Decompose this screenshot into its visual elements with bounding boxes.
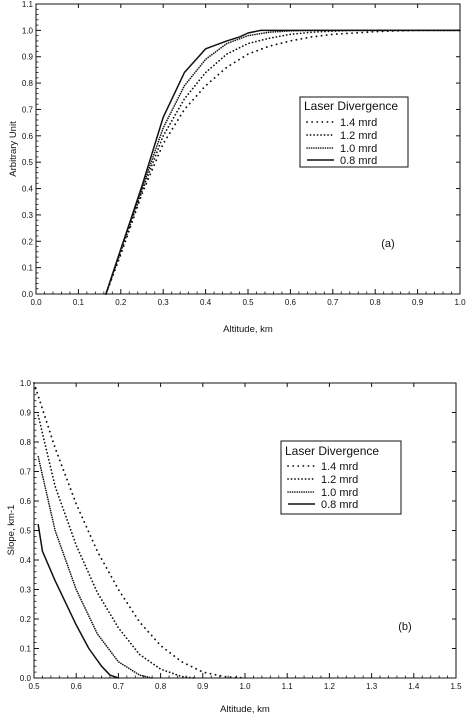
chart-b-xtick-label: 0.9 [197, 682, 209, 691]
chart-a-legend-title: Laser Divergence [304, 99, 398, 113]
chart-b-ytick-label: 0.1 [20, 645, 32, 654]
chart-b-xtick-label: 1.2 [324, 682, 336, 691]
chart-b-panel-label: (b) [398, 621, 411, 633]
chart-b-xtick-label: 1.5 [450, 682, 462, 691]
chart-b-ytick-label: 0.3 [20, 586, 32, 595]
chart-b-ytick-label: 0.9 [20, 409, 32, 418]
chart-a-xtick-label: 0.2 [115, 298, 127, 307]
chart-b-ytick-label: 0.4 [20, 556, 32, 565]
chart-a-xtick-label: 0.9 [412, 298, 424, 307]
chart-a-xtick-label: 0.1 [73, 298, 85, 307]
chart-b-series-1-0-mrd [37, 455, 153, 679]
chart-b-xtick-label: 0.8 [155, 682, 167, 691]
chart-b-legend-box [280, 440, 402, 515]
chart-a-xtick-label: 0.3 [158, 298, 170, 307]
chart-a-legend-label-3: 1.0 mrd [340, 143, 377, 155]
chart-a-xlabel: Altitude, km [223, 324, 273, 335]
chart-a-ylabel: Arbitrary Unit [8, 121, 19, 177]
chart-a-ytick-label: 0.0 [22, 290, 34, 299]
chart-b-xtick-label: 0.7 [113, 682, 125, 691]
chart-a-ytick-label: 0.3 [22, 211, 34, 220]
chart-b-legend: Laser Divergence 1.4 mrd 1.2 mrd 1.0 mrd… [280, 440, 402, 515]
chart-a-ytick-label: 1.0 [22, 26, 34, 35]
chart-a-xtick-label: 0.8 [370, 298, 382, 307]
chart-a-xtick-label: 0.7 [327, 298, 339, 307]
chart-b-ytick-label: 0.0 [20, 674, 32, 683]
chart-a: Arbitrary Unit Altitude, km (a) Laser Di… [8, 0, 466, 335]
chart-a-legend: Laser Divergence 1.4 mrd 1.2 mrd 1.0 mrd… [299, 96, 409, 168]
chart-b-xtick-label: 1.0 [239, 682, 251, 691]
chart-a-xtick-label: 0.6 [285, 298, 297, 307]
chart-a-xtick-label: 1.0 [454, 298, 466, 307]
chart-b-xtick-label: 0.5 [28, 682, 40, 691]
chart-b-ytick-label: 0.6 [20, 497, 32, 506]
chart-b-xlabel: Altitude, km [220, 704, 270, 715]
chart-a-series-0-8-mrd [105, 29, 461, 295]
chart-b-legend-label-3: 1.0 mrd [321, 487, 358, 499]
chart-b-legend-label-2: 1.2 mrd [321, 474, 358, 486]
chart-a-ytick-label: 0.6 [22, 132, 34, 141]
chart-b-ytick-label: 0.2 [20, 615, 32, 624]
chart-a-ytick-label: 0.9 [22, 53, 34, 62]
chart-b-legend-label-4: 0.8 mrd [321, 499, 358, 511]
chart-b-ytick-label: 0.8 [20, 438, 32, 447]
chart-b-ytick-label: 0.5 [20, 527, 32, 536]
chart-b-plot-frame [33, 382, 457, 679]
chart-a-legend-box [299, 96, 409, 168]
chart-a-ytick-label: 0.1 [22, 264, 34, 273]
chart-a-xtick-label: 0.0 [30, 298, 42, 307]
chart-a-xtick-label: 0.5 [242, 298, 254, 307]
chart-a-panel-label: (a) [381, 238, 394, 250]
chart-b: Slope, km-1 Altitude, km (b) Laser Diver… [6, 379, 462, 715]
chart-b-series-1-4-mrd [33, 382, 246, 679]
chart-b-ytick-label: 1.0 [20, 379, 32, 388]
chart-a-legend-label-2: 1.2 mrd [340, 130, 377, 142]
chart-b-ylabel: Slope, km-1 [6, 505, 17, 556]
chart-a-ytick-label: 0.8 [22, 79, 34, 88]
chart-b-xtick-label: 1.3 [366, 682, 378, 691]
chart-a-ytick-label: 0.7 [22, 105, 34, 114]
chart-b-xtick-label: 0.6 [71, 682, 83, 691]
chart-a-xtick-label: 0.4 [200, 298, 212, 307]
chart-b-legend-title: Laser Divergence [285, 444, 379, 458]
chart-b-legend-label-1: 1.4 mrd [321, 461, 358, 473]
chart-b-ytick-label: 0.7 [20, 468, 32, 477]
chart-a-series-1-2-mrd [105, 29, 461, 295]
chart-a-legend-label-1: 1.4 mrd [340, 117, 377, 129]
chart-b-series-1-2-mrd [37, 414, 196, 679]
chart-a-ytick-label: 0.5 [22, 158, 34, 167]
chart-b-xtick-label: 1.4 [408, 682, 420, 691]
chart-a-ytick-label: 0.4 [22, 185, 34, 194]
chart-a-ytick-label: 0.2 [22, 237, 34, 246]
chart-b-series-0-8-mrd [37, 523, 120, 679]
chart-a-legend-label-4: 0.8 mrd [340, 155, 377, 167]
chart-b-xtick-label: 1.1 [282, 682, 294, 691]
chart-a-ytick-label: 1.1 [22, 0, 34, 9]
